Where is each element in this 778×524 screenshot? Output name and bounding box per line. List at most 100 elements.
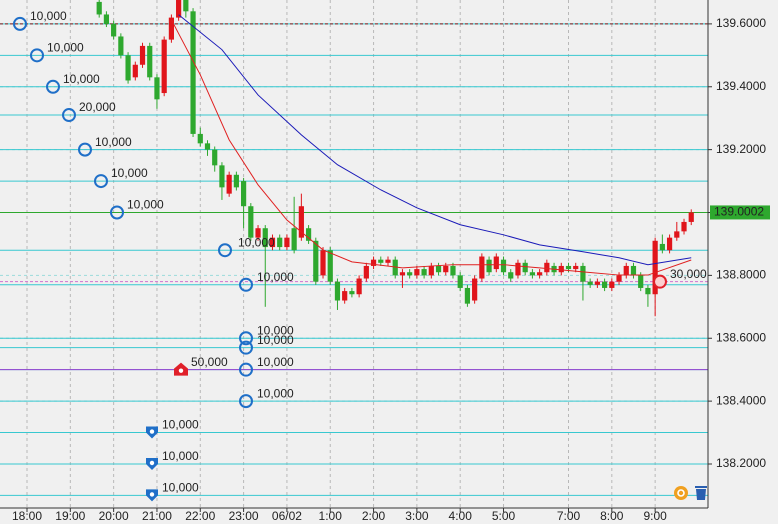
order-marker [46,79,60,94]
candle-body [652,240,658,295]
candle-body [161,39,167,94]
candle-body [370,259,377,266]
order-label: 10,000 [257,386,294,400]
axis-labels: 139.6000139.4000139.2000139.0000138.8000… [12,16,770,523]
order-label: 10,000 [257,270,294,284]
order-marker [239,362,253,377]
candle-body [305,228,312,241]
candle-body [659,243,665,251]
order-label: 10,000 [162,449,199,463]
plot [96,0,694,317]
candle-body [674,231,680,238]
x-tick-label: 18:00 [12,509,42,523]
x-tick-label: 8:00 [600,509,624,523]
order-marker [13,16,27,31]
candle-body [212,149,218,166]
delete-icon-body[interactable] [696,489,706,500]
candle-body [291,228,297,251]
order-label: 10,000 [238,235,275,249]
candle-body [537,272,543,276]
moving-average [178,14,692,266]
order-marker [218,243,232,258]
order-icon-shape[interactable] [674,486,688,500]
order-marker-dot [149,429,155,434]
order-marker-dot [149,460,155,466]
candle-body [284,237,290,248]
delete-icon-lid[interactable] [695,486,707,488]
candle-body [645,287,651,295]
order-icon[interactable] [674,486,688,500]
candle-body [522,262,528,273]
order-icon-mark[interactable] [677,489,685,497]
order-label: 10,000 [257,333,294,347]
x-tick-label: 5:00 [492,509,516,523]
x-tick-label: 20:00 [99,509,129,523]
candle-body [378,259,384,263]
x-tick-label: 23:00 [229,509,259,523]
candle-body [486,259,492,273]
candle-body [457,275,463,288]
x-tick-label: 06/02 [272,509,302,523]
candle-body [544,262,550,273]
candle-body [233,174,239,188]
y-tick-label: 139.4000 [716,79,766,93]
x-tick-label: 21:00 [142,509,172,523]
candle-body [219,165,225,188]
order-marker [94,174,108,189]
order-label: 10,000 [47,40,84,54]
candle-body [638,275,644,288]
order-label: 10,000 [111,166,148,180]
order-marker-dot [178,368,184,373]
order-marker [239,394,253,409]
candle-body [176,0,182,18]
candle-body [609,281,615,288]
candle-body [407,272,413,276]
order-label: 30,000 [670,267,707,281]
order-label: 10,000 [257,323,294,337]
candle-body [356,278,362,295]
candle-body [342,291,348,301]
order-label: 10,000 [95,135,132,149]
candle-body [139,45,146,65]
x-tick-label: 7:00 [557,509,581,523]
candle-body [493,256,499,270]
order-marker [110,205,124,220]
candle-body [421,269,427,276]
x-tick-label: 3:00 [405,509,429,523]
candle-body [580,265,586,282]
candle-body [197,133,203,144]
order-label: 10,000 [162,481,199,495]
candle-body [428,265,434,276]
current-price-box [710,205,770,220]
x-tick-label: 1:00 [319,509,343,523]
y-tick-label: 138.6000 [716,330,766,344]
candle-body [565,265,572,270]
candle-body [573,265,579,270]
candle-body [558,265,564,273]
candle-body [623,265,629,276]
candle-body [313,240,319,282]
order-label: 10,000 [63,72,100,86]
candle-body [435,265,442,273]
candle-body [630,265,637,276]
candle-body [269,237,276,248]
order-label: 50,000 [191,355,228,369]
delete-icon[interactable] [695,486,707,500]
current-price-label: 139.0002 [714,205,764,219]
order-marker [239,277,253,292]
candle-body [262,228,268,248]
candle-body [414,269,420,276]
x-tick-label: 2:00 [362,509,386,523]
order-label: 10,000 [127,198,164,212]
candle-body [320,250,326,276]
candle-body [349,291,355,295]
order-label: 10,000 [257,355,294,369]
candle-body [226,174,232,194]
candle-body [529,272,535,276]
orders: 10,00010,00010,00020,00010,00010,00010,0… [13,9,707,502]
order-marker [30,48,44,63]
order-marker-dot [149,492,155,497]
candle-body [327,250,333,282]
candle-body [168,17,174,40]
